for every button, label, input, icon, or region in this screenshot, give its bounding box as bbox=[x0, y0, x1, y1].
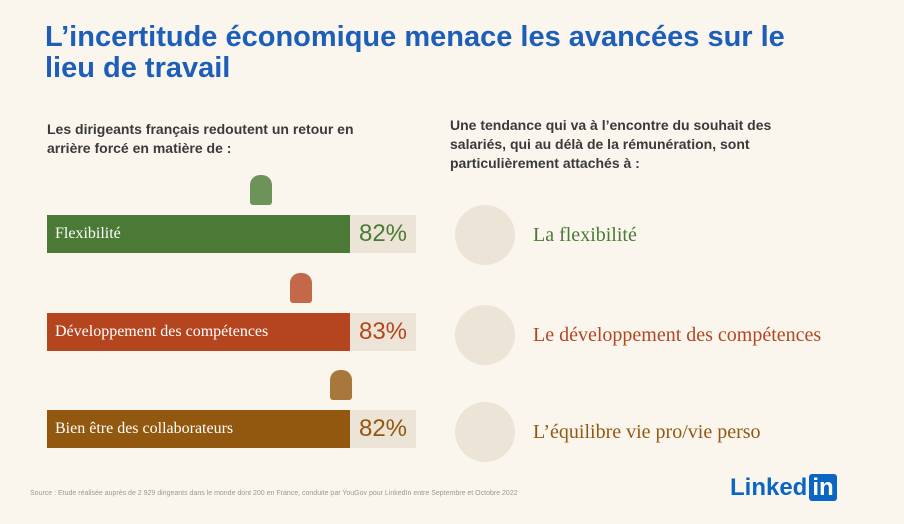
bar-label: Flexibilité bbox=[47, 215, 350, 253]
figure bbox=[250, 175, 272, 205]
icon-circle bbox=[455, 305, 515, 365]
percent: 82% bbox=[350, 410, 416, 448]
logo-text: Linked bbox=[730, 474, 808, 501]
percent: 83% bbox=[350, 313, 416, 351]
figure bbox=[290, 273, 312, 303]
logo: Linked in bbox=[730, 474, 837, 502]
left-intro: Les dirigeants français redoutent un ret… bbox=[47, 121, 354, 156]
bar-label: Développement des compétences bbox=[47, 313, 350, 351]
icon-circle bbox=[455, 205, 515, 265]
bar-label: Bien être des collaborateurs bbox=[47, 410, 350, 448]
figure bbox=[330, 370, 352, 400]
benefit-label: L’équilibre vie pro/vie perso bbox=[533, 421, 761, 443]
right-intro: Une tendance qui va à l’encontre du souh… bbox=[450, 117, 772, 171]
percent: 82% bbox=[350, 215, 416, 253]
source: Source : Etude réalisée auprès de 2 929 … bbox=[30, 490, 518, 497]
title: L’incertitude économique menace les avan… bbox=[45, 21, 785, 84]
icon-circle bbox=[455, 402, 515, 462]
logo-badge: in bbox=[809, 474, 837, 501]
benefit-label: Le développement des compétences bbox=[533, 324, 822, 346]
benefit-label: La flexibilité bbox=[533, 224, 637, 246]
